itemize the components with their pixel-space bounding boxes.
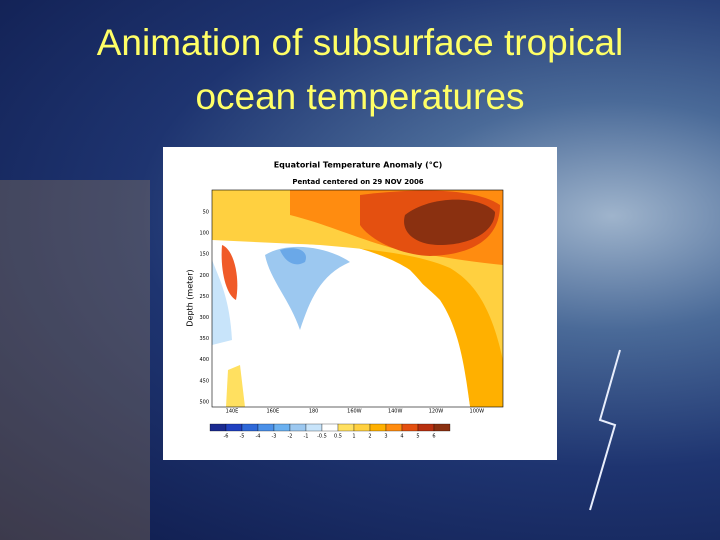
colorbar-label: 1 [352,434,355,440]
colorbar-swatch [321,423,339,432]
x-tick-label: 140W [388,409,403,415]
colorbar-label: -0.5 [317,434,327,440]
colorbar-swatch [241,423,259,432]
colorbar-swatch [305,423,323,432]
colorbar-swatch [401,423,419,432]
colorbar-swatch [385,423,403,432]
colorbar-label: -6 [224,434,229,440]
colorbar-label: -1 [304,434,309,440]
y-tick-label: 350 [199,336,209,342]
colorbar-label: -5 [240,434,245,440]
colorbar-label: -3 [272,434,277,440]
x-tick-label: 100W [470,409,485,415]
colorbar-swatch [273,423,291,432]
colorbar-label: 4 [400,434,403,440]
colorbar-swatch [257,423,275,432]
colorbar-label: 2 [368,434,371,440]
y-tick-label: 50 [203,210,209,216]
y-tick-label: 250 [199,294,209,300]
y-tick-label: 500 [199,399,209,405]
colorbar-swatch [353,423,371,432]
colorbar-label: 6 [432,434,435,440]
slide-title: ocean temperatures [195,76,525,117]
colorbar-label: 5 [416,434,419,440]
slide-title: Animation of subsurface tropical [96,22,624,63]
y-tick-label: 400 [199,357,209,363]
y-tick-label: 300 [199,315,209,321]
colorbar-label: 0.5 [334,434,342,440]
colorbar-swatch [289,423,307,432]
background-glow [0,180,150,540]
y-tick-label: 150 [199,252,209,258]
x-tick-label: 140E [226,409,239,415]
colorbar-label: 3 [384,434,387,440]
x-tick-label: 120W [429,409,444,415]
y-tick-label: 100 [199,231,209,237]
colorbar-label: -4 [256,434,261,440]
figure-title: Equatorial Temperature Anomaly (°C) [274,161,443,170]
colorbar-swatch [433,423,451,432]
figure-subtitle: Pentad centered on 29 NOV 2006 [292,178,423,186]
lightning [589,349,621,511]
y-tick-label: 200 [199,273,209,279]
x-tick-label: 160E [266,409,279,415]
x-tick-label: 160W [347,409,362,415]
colorbar-label: -2 [288,434,293,440]
colorbar-swatch [209,423,227,432]
x-tick-label: 180 [309,409,319,415]
colorbar-swatch [369,423,387,432]
colorbar-swatch [337,423,355,432]
plot-frame [211,189,504,408]
y-axis-label: Depth (meter) [186,269,195,326]
y-tick-label: 450 [199,378,209,384]
colorbar-swatch [225,423,243,432]
contours [212,190,503,407]
colorbar-swatch [417,423,435,432]
